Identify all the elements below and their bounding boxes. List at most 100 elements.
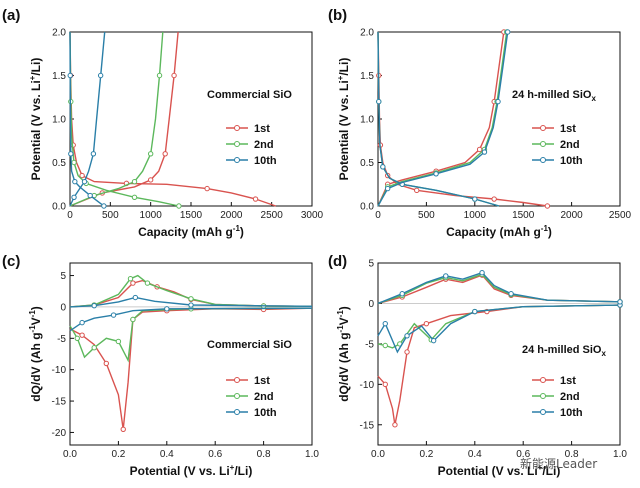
legend-marker xyxy=(234,409,240,415)
panel-label: (c) xyxy=(2,253,20,270)
series-1st xyxy=(67,31,276,207)
data-point xyxy=(101,203,107,209)
data-point xyxy=(481,149,488,155)
legend-marker xyxy=(540,125,546,131)
legend: 1st 2nd 10th xyxy=(226,123,277,167)
series-line xyxy=(69,31,179,207)
x-tick-label: 0.0 xyxy=(63,449,77,460)
series-line xyxy=(69,31,164,207)
y-tick-label: -20 xyxy=(52,428,67,439)
y-tick-label: 0 xyxy=(60,302,66,313)
data-point xyxy=(91,302,97,309)
data-point xyxy=(147,177,154,183)
legend-entry: 1st xyxy=(560,375,576,387)
legend: 1st 2nd 10th xyxy=(532,123,583,167)
series-10th xyxy=(377,270,623,354)
x-tick-label: 0.6 xyxy=(516,449,530,460)
series-line xyxy=(377,31,509,207)
series-line xyxy=(69,274,313,308)
data-point xyxy=(479,270,485,276)
x-tick-label: 1500 xyxy=(512,210,535,221)
data-point xyxy=(404,349,410,355)
x-tick-label: 0.4 xyxy=(468,449,482,460)
plot-frame xyxy=(377,262,621,446)
series-line xyxy=(69,31,105,207)
data-point xyxy=(71,194,77,201)
x-tick-label: 1000 xyxy=(464,210,487,221)
y-tick-label: -15 xyxy=(360,420,375,431)
panel-label: (b) xyxy=(328,7,347,24)
data-point xyxy=(97,72,104,79)
legend-marker xyxy=(234,157,240,163)
sample-label: Commercial SiO xyxy=(207,89,292,101)
panel-label: (d) xyxy=(328,253,347,270)
series-line xyxy=(69,307,313,332)
data-point xyxy=(204,185,210,192)
y-axis-label: dQ/dV (Ah g-1V-1) xyxy=(336,306,351,402)
y-axis-label: Potential (V vs. Li+/Li) xyxy=(336,58,351,181)
data-point xyxy=(144,280,151,286)
legend-entry: 10th xyxy=(560,155,583,167)
plot-frame xyxy=(69,262,313,446)
data-point xyxy=(79,332,85,338)
x-tick-label: 1500 xyxy=(180,210,203,221)
y-tick-label: 0.0 xyxy=(360,202,374,213)
y-tick-label: -10 xyxy=(360,380,375,391)
data-point xyxy=(131,178,138,185)
data-point xyxy=(171,72,177,79)
sample-label: Commercial SiO xyxy=(207,339,292,351)
data-point xyxy=(476,146,483,153)
series-line xyxy=(377,271,621,305)
x-tick-label: 500 xyxy=(102,210,119,221)
data-point xyxy=(162,151,168,157)
data-point xyxy=(384,185,391,192)
x-tick-label: 1.0 xyxy=(305,449,319,460)
x-tick-label: 0 xyxy=(67,210,73,221)
data-point xyxy=(127,275,134,282)
y-tick-label: 2.0 xyxy=(360,28,374,39)
data-point xyxy=(115,338,122,345)
data-point xyxy=(414,187,420,194)
legend-marker xyxy=(540,141,546,147)
data-point xyxy=(617,299,623,305)
series-10th xyxy=(376,29,511,207)
legend-entry: 1st xyxy=(254,375,270,387)
panel-label: (a) xyxy=(2,7,20,24)
data-point xyxy=(110,312,117,318)
y-tick-label: 1.5 xyxy=(360,71,374,82)
legend-marker xyxy=(540,409,546,415)
x-tick-label: 3000 xyxy=(301,210,324,221)
legend-marker xyxy=(540,393,546,399)
data-point xyxy=(380,164,386,170)
legend-entry: 2nd xyxy=(254,139,274,151)
series-10th xyxy=(67,31,107,209)
x-tick-label: 0.4 xyxy=(160,449,174,460)
series-line xyxy=(377,31,505,207)
data-point xyxy=(495,98,501,105)
data-point xyxy=(91,345,97,351)
legend-entry: 10th xyxy=(254,407,277,419)
series-line xyxy=(69,31,276,207)
x-tick-label: 0.2 xyxy=(111,449,125,460)
series-line xyxy=(377,273,621,305)
x-axis-label: Potential (V vs. Li+/Li) xyxy=(438,463,561,478)
data-point xyxy=(491,196,497,202)
data-point xyxy=(130,280,136,286)
x-tick-label: 2000 xyxy=(560,210,583,221)
y-tick-label: -10 xyxy=(52,365,67,376)
sample-label: 24 h-milled SiOx xyxy=(522,344,606,358)
legend-marker xyxy=(540,157,546,163)
legend-marker xyxy=(540,377,546,383)
legend-entry: 1st xyxy=(560,123,576,135)
data-point xyxy=(87,192,93,199)
x-tick-label: 1000 xyxy=(140,210,163,221)
data-point xyxy=(443,273,449,279)
data-point xyxy=(472,308,478,315)
plot-frame xyxy=(69,31,313,207)
data-point xyxy=(156,72,163,79)
series-line xyxy=(377,31,500,207)
legend-entry: 10th xyxy=(560,407,583,419)
data-point xyxy=(68,151,74,157)
series-2nd xyxy=(376,29,510,207)
data-point xyxy=(81,178,88,185)
